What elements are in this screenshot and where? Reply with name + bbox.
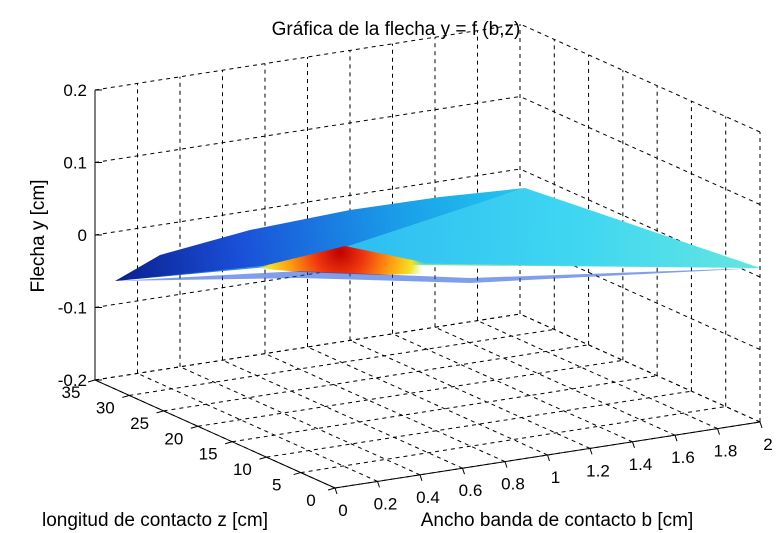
grid-line bbox=[477, 320, 718, 430]
z-tick-label: 25 bbox=[130, 414, 149, 433]
y-tick-label: 0.2 bbox=[63, 81, 87, 100]
b-tick-label: 1.8 bbox=[714, 442, 738, 461]
z-tick-mark bbox=[327, 487, 336, 491]
b-tick-label: 0.4 bbox=[416, 488, 440, 507]
z-tick-mark bbox=[190, 425, 198, 429]
grid-line bbox=[264, 353, 506, 463]
z-tick-label: 15 bbox=[199, 445, 218, 464]
z-tick-label: 35 bbox=[62, 383, 81, 402]
z-tick-label: 0 bbox=[306, 491, 315, 510]
grid-line bbox=[434, 326, 676, 436]
y-tick-label: -0.1 bbox=[58, 299, 87, 318]
grid-line bbox=[197, 359, 623, 427]
surface-lower-edge bbox=[115, 268, 760, 283]
b-tick-label: 1.2 bbox=[586, 461, 610, 480]
b-tick-mark bbox=[717, 428, 720, 435]
grid-line bbox=[222, 359, 463, 469]
grid-line bbox=[300, 406, 726, 474]
z-tick-mark bbox=[259, 456, 267, 460]
z-axis-label: Flecha y [cm] bbox=[28, 180, 49, 293]
z-tick-label: 20 bbox=[164, 429, 183, 448]
b-tick-mark bbox=[547, 454, 550, 462]
b-tick-label: 0 bbox=[338, 501, 347, 520]
b-tick-label: 1.4 bbox=[629, 455, 653, 474]
grid-line bbox=[519, 23, 761, 133]
x-axis-label: Ancho banda de contacto b [cm] bbox=[421, 510, 694, 531]
b-tick-mark bbox=[334, 487, 338, 495]
z-tick-mark bbox=[225, 441, 233, 445]
z-tick-label: 10 bbox=[233, 460, 252, 479]
y-axis-label: longitud de contacto z [cm] bbox=[42, 510, 268, 531]
y-tick-label: 0.1 bbox=[63, 154, 87, 173]
b-tick-label: 1.6 bbox=[671, 448, 695, 467]
grid-line bbox=[179, 366, 421, 476]
b-tick-mark bbox=[504, 461, 508, 468]
z-tick-label: 5 bbox=[272, 476, 281, 495]
grid-line bbox=[519, 96, 761, 205]
surface-peak-region bbox=[255, 246, 470, 275]
y-tick-label: -0.2 bbox=[58, 371, 87, 390]
z-tick-mark bbox=[87, 379, 96, 383]
surface-right-face bbox=[300, 188, 760, 268]
b-tick-mark bbox=[674, 435, 678, 442]
b-tick-mark bbox=[419, 474, 423, 481]
z-tick-mark bbox=[156, 410, 164, 414]
grid-line bbox=[519, 313, 761, 423]
surface bbox=[115, 188, 760, 283]
surface-upper-face bbox=[115, 188, 525, 281]
grid-line bbox=[349, 339, 591, 449]
y-tick-label: 0 bbox=[78, 226, 87, 245]
b-tick-mark bbox=[632, 441, 635, 448]
b-tick-mark bbox=[462, 468, 465, 475]
z-tick-label: 30 bbox=[96, 398, 115, 417]
b-tick-label: 1 bbox=[551, 468, 560, 487]
b-tick-label: 0.6 bbox=[459, 481, 483, 500]
z-tick-mark bbox=[122, 394, 130, 398]
b-tick-label: 2 bbox=[763, 435, 772, 454]
grid-line bbox=[307, 346, 548, 456]
z-axis-line bbox=[94, 379, 336, 489]
b-tick-label: 0.8 bbox=[501, 475, 525, 494]
grid-line bbox=[392, 333, 633, 443]
b-tick-label: 0.2 bbox=[374, 494, 398, 513]
b-tick-mark bbox=[759, 421, 763, 429]
z-tick-mark bbox=[293, 472, 301, 476]
grid-line bbox=[137, 372, 378, 482]
b-tick-mark bbox=[589, 448, 593, 455]
b-tick-mark bbox=[377, 481, 380, 488]
chart-title: Gráfica de la flecha y = f (b,z) bbox=[272, 19, 521, 40]
tick-labels: 0 0.2 0.4 0.6 0.8 1 1.2 1.4 1.6 1.8 20510152025303… bbox=[58, 81, 773, 520]
